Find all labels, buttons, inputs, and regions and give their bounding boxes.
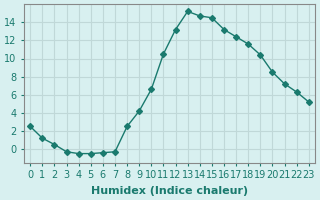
X-axis label: Humidex (Indice chaleur): Humidex (Indice chaleur) — [91, 186, 248, 196]
